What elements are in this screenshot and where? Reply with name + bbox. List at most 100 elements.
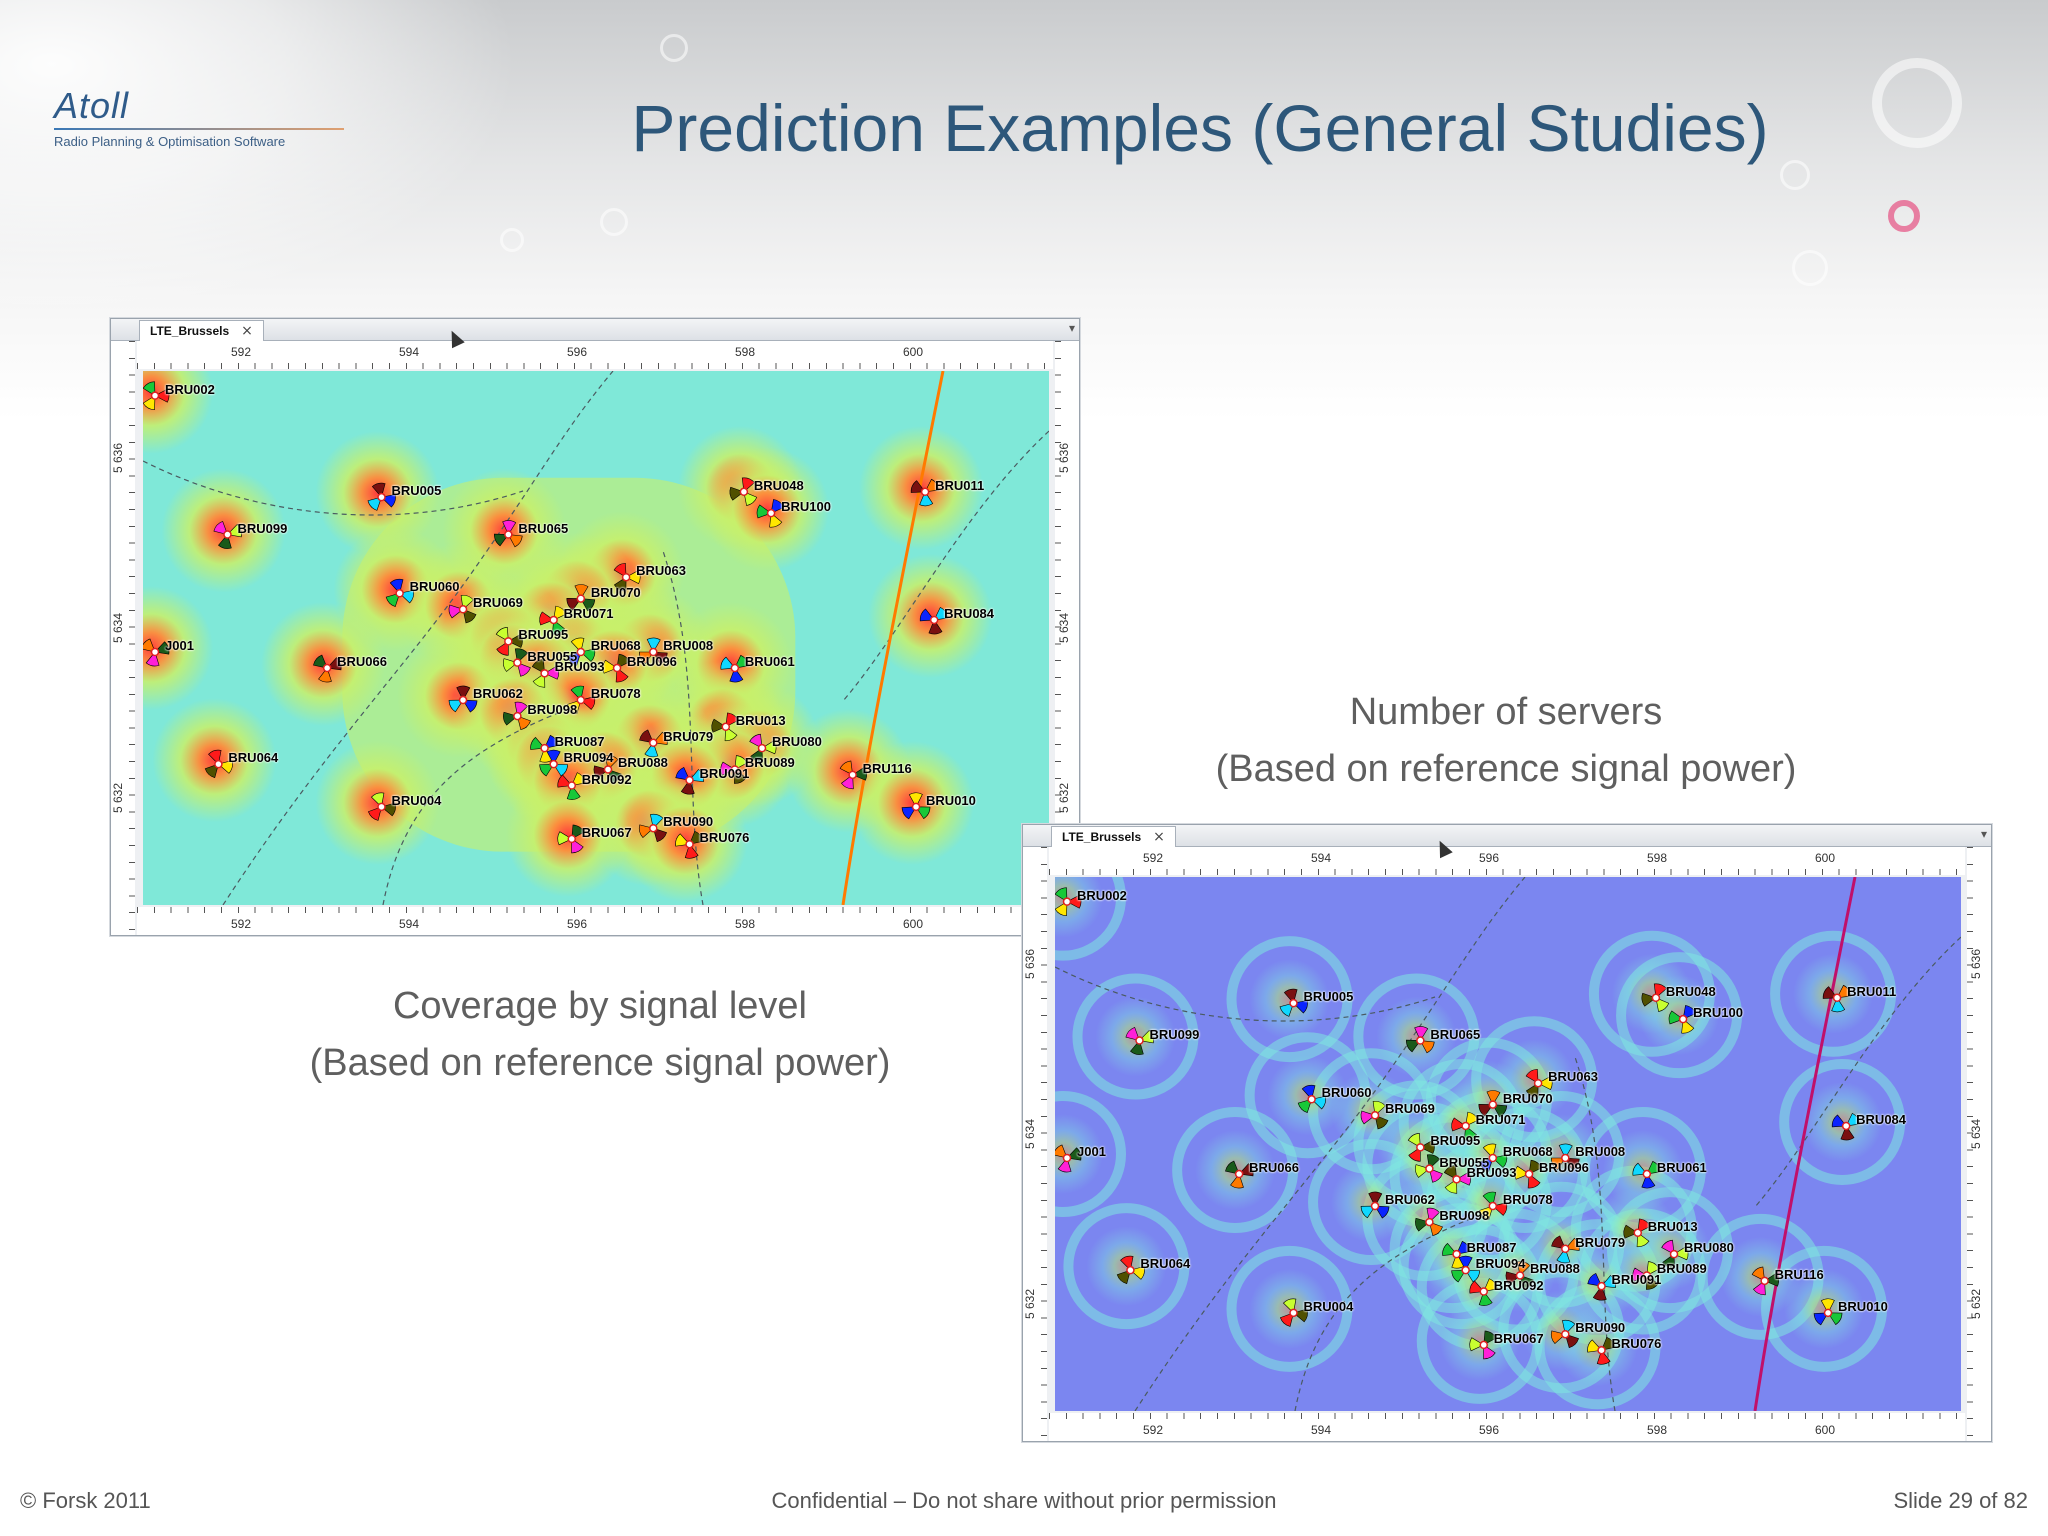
site-label[interactable]: BRU093 bbox=[554, 659, 605, 675]
site-center bbox=[1126, 1265, 1135, 1275]
site-label[interactable]: BRU062 bbox=[473, 686, 523, 702]
site-label[interactable]: BRU010 bbox=[926, 792, 976, 808]
site-label[interactable]: BRU076 bbox=[699, 830, 750, 846]
site-label[interactable]: BRU087 bbox=[554, 734, 605, 750]
site-label[interactable]: BRU094 bbox=[1475, 1256, 1526, 1272]
site-label[interactable]: BRU091 bbox=[1611, 1272, 1662, 1288]
site-label[interactable]: BRU099 bbox=[237, 520, 288, 536]
site-label[interactable]: BRU066 bbox=[337, 654, 387, 670]
site-label[interactable]: BRU078 bbox=[1502, 1192, 1553, 1208]
site-label[interactable]: BRU010 bbox=[1838, 1298, 1888, 1314]
site-label[interactable]: BRU100 bbox=[1693, 1005, 1743, 1021]
site-label[interactable]: BRU116 bbox=[1774, 1266, 1824, 1282]
site-marker bbox=[639, 813, 667, 843]
site-marker bbox=[1505, 1261, 1534, 1290]
site-label[interactable]: BRU095 bbox=[1430, 1133, 1481, 1149]
site-label[interactable]: BRU008 bbox=[1575, 1144, 1626, 1159]
site-label[interactable]: BRU069 bbox=[1385, 1101, 1435, 1117]
site-label[interactable]: BRU065 bbox=[1430, 1026, 1481, 1042]
site-label[interactable]: J001 bbox=[165, 638, 194, 653]
site-label[interactable]: BRU063 bbox=[1548, 1069, 1598, 1085]
site-label[interactable]: BRU002 bbox=[1077, 887, 1127, 903]
site-label[interactable]: BRU063 bbox=[636, 563, 686, 579]
site-label[interactable]: BRU048 bbox=[753, 477, 804, 493]
site-label[interactable]: BRU079 bbox=[663, 728, 714, 744]
site-label[interactable]: BRU070 bbox=[590, 584, 641, 600]
site-label[interactable]: BRU088 bbox=[1530, 1261, 1580, 1277]
site-label[interactable]: BRU061 bbox=[744, 654, 795, 670]
site-label[interactable]: BRU060 bbox=[1321, 1085, 1372, 1101]
site-label[interactable]: BRU100 bbox=[781, 499, 831, 515]
site-label[interactable]: BRU002 bbox=[165, 381, 215, 397]
antenna-sector bbox=[652, 651, 668, 665]
antenna-sector bbox=[566, 598, 582, 611]
site-label[interactable]: BRU092 bbox=[581, 771, 632, 787]
site-label[interactable]: BRU080 bbox=[1684, 1240, 1734, 1256]
site-label[interactable]: BRU087 bbox=[1466, 1240, 1517, 1256]
site-label[interactable]: BRU090 bbox=[1575, 1320, 1626, 1336]
site-label[interactable]: BRU070 bbox=[1502, 1090, 1553, 1106]
site-label[interactable]: BRU064 bbox=[228, 750, 279, 766]
site-center bbox=[540, 669, 549, 678]
site-label[interactable]: BRU055 bbox=[1439, 1154, 1490, 1170]
site-label[interactable]: BRU089 bbox=[744, 755, 795, 771]
site-label[interactable]: BRU013 bbox=[735, 712, 786, 728]
site-label[interactable]: BRU005 bbox=[391, 483, 442, 499]
antenna-sector bbox=[851, 766, 867, 781]
site-label[interactable]: J001 bbox=[1077, 1144, 1106, 1159]
site-label[interactable]: BRU116 bbox=[862, 760, 912, 776]
servers-map[interactable]: BRU002 BRU005 BRU065 BRU048 BRU100 BRU011 BRU0… bbox=[1055, 877, 1961, 1411]
site-label[interactable]: BRU068 bbox=[1502, 1144, 1553, 1159]
site-label[interactable]: BRU080 bbox=[772, 734, 822, 750]
map-window-coverage[interactable]: LTE_Brussels × ▾ 592 594 596 598 600 592 594 5… bbox=[110, 318, 1080, 936]
site-marker bbox=[539, 749, 568, 777]
site-label[interactable]: BRU004 bbox=[391, 792, 442, 808]
site-label[interactable]: BRU067 bbox=[581, 824, 632, 840]
site-label[interactable]: BRU084 bbox=[1856, 1111, 1907, 1127]
site-label[interactable]: BRU064 bbox=[1140, 1256, 1191, 1272]
site-label[interactable]: BRU093 bbox=[1466, 1165, 1517, 1181]
site-label[interactable]: BRU079 bbox=[1575, 1234, 1626, 1250]
site-label[interactable]: BRU005 bbox=[1303, 989, 1354, 1005]
site-label[interactable]: BRU067 bbox=[1493, 1330, 1544, 1346]
site-label[interactable]: BRU066 bbox=[1249, 1160, 1299, 1176]
site-label[interactable]: BRU013 bbox=[1647, 1218, 1698, 1234]
site-label[interactable]: BRU084 bbox=[944, 605, 995, 621]
tab-lte-brussels[interactable]: LTE_Brussels × bbox=[1051, 826, 1176, 847]
site-label[interactable]: BRU078 bbox=[590, 686, 641, 702]
site-label[interactable]: BRU090 bbox=[663, 814, 714, 830]
coverage-map[interactable]: BRU002 BRU005 BRU065 BRU048 BRU100 BRU011 BRU0… bbox=[143, 371, 1049, 905]
tab-lte-brussels[interactable]: LTE_Brussels × bbox=[139, 320, 264, 341]
site-label[interactable]: BRU048 bbox=[1665, 983, 1716, 999]
site-label[interactable]: BRU096 bbox=[627, 654, 677, 670]
site-label[interactable]: BRU065 bbox=[518, 520, 569, 536]
chevron-down-icon[interactable]: ▾ bbox=[1980, 827, 1987, 841]
site-label[interactable]: BRU098 bbox=[1439, 1208, 1490, 1224]
site-label[interactable]: BRU071 bbox=[563, 605, 614, 621]
site-label[interactable]: BRU094 bbox=[563, 750, 614, 766]
map-window-servers[interactable]: LTE_Brussels × ▾ 592 594 596 598 600 592 594 5… bbox=[1022, 824, 1992, 1442]
site-label[interactable]: BRU099 bbox=[1149, 1026, 1200, 1042]
site-label[interactable]: BRU095 bbox=[518, 627, 569, 643]
close-icon[interactable]: × bbox=[1153, 829, 1165, 845]
site-label[interactable]: BRU011 bbox=[1847, 983, 1897, 999]
site-label[interactable]: BRU008 bbox=[663, 638, 714, 653]
site-label[interactable]: BRU069 bbox=[473, 595, 523, 611]
site-label[interactable]: BRU060 bbox=[409, 579, 460, 595]
chevron-down-icon[interactable]: ▾ bbox=[1068, 321, 1075, 335]
site-label[interactable]: BRU096 bbox=[1539, 1160, 1589, 1176]
site-label[interactable]: BRU062 bbox=[1385, 1192, 1435, 1208]
site-label[interactable]: BRU088 bbox=[618, 755, 668, 771]
site-label[interactable]: BRU098 bbox=[527, 702, 578, 718]
site-label[interactable]: BRU076 bbox=[1611, 1336, 1662, 1352]
site-label[interactable]: BRU055 bbox=[527, 648, 578, 664]
site-label[interactable]: BRU091 bbox=[699, 766, 750, 782]
site-label[interactable]: BRU004 bbox=[1303, 1298, 1354, 1314]
site-label[interactable]: BRU011 bbox=[935, 477, 985, 493]
site-label[interactable]: BRU071 bbox=[1475, 1111, 1526, 1127]
site-label[interactable]: BRU089 bbox=[1656, 1261, 1707, 1277]
site-label[interactable]: BRU092 bbox=[1493, 1277, 1544, 1293]
site-label[interactable]: BRU061 bbox=[1656, 1160, 1707, 1176]
site-label[interactable]: BRU068 bbox=[590, 638, 641, 653]
close-icon[interactable]: × bbox=[241, 323, 253, 339]
